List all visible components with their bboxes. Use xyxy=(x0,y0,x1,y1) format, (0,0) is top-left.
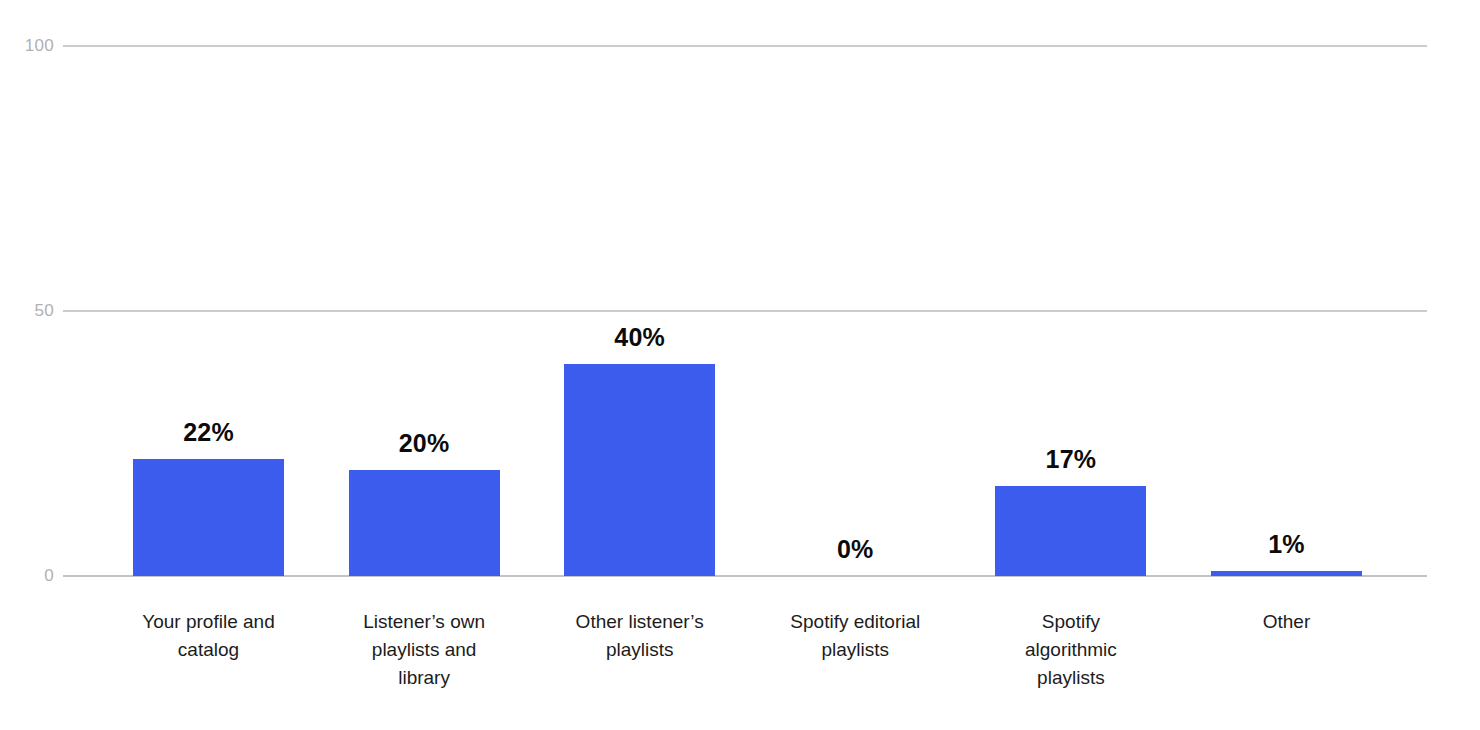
bar-value-label: 22% xyxy=(109,417,309,447)
bar-value-label: 17% xyxy=(971,444,1171,474)
x-axis-category-label: Other listener’s playlists xyxy=(525,608,755,664)
gridline xyxy=(63,310,1427,312)
y-axis-tick-label: 0 xyxy=(0,567,54,584)
bar-chart-canvas: 0 50 100 22% Your profile and catalog 20% List… xyxy=(0,0,1480,730)
bar-value-label: 0% xyxy=(755,534,955,564)
x-axis-category-label: Spotify algorithmic playlists xyxy=(956,608,1186,692)
bar xyxy=(995,486,1146,576)
y-axis-tick-label: 100 xyxy=(0,37,54,54)
bar-value-label: 40% xyxy=(540,322,740,352)
bar xyxy=(564,364,715,576)
bar-value-label: 20% xyxy=(324,428,524,458)
bar-value-label: 1% xyxy=(1187,529,1387,559)
x-axis-category-label: Listener’s own playlists and library xyxy=(309,608,539,692)
x-axis-category-label: Other xyxy=(1172,608,1402,636)
gridline xyxy=(63,45,1427,47)
bar xyxy=(1211,571,1362,576)
bar xyxy=(133,459,284,576)
x-axis-category-label: Spotify editorial playlists xyxy=(740,608,970,664)
y-axis-tick-label: 50 xyxy=(0,302,54,319)
x-axis-category-label: Your profile and catalog xyxy=(94,608,324,664)
bar xyxy=(349,470,500,576)
